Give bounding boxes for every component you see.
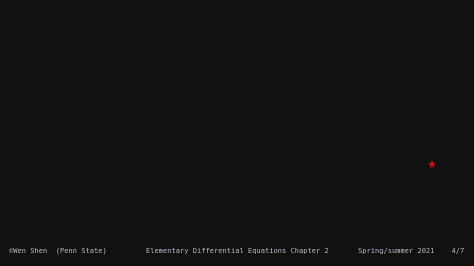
Text: $\dfrac{dQ}{dt} = rQ(t) - 800 * 12$: $\dfrac{dQ}{dt} = rQ(t) - 800 * 12$ [188,85,288,107]
Text: Interest rate is $r$ annually, (but compounded continuously), mortgage term: Interest rate is $r$ annually, (but comp… [23,23,381,36]
Text: after $t$ years: after $t$ years [23,69,83,82]
Text: By terminal condition: By terminal condition [23,168,125,176]
Text: $\bigstar$: $\bigstar$ [426,159,438,170]
Text: Spring/summer 2021    4/7: Spring/summer 2021 4/7 [358,248,465,254]
Text: $Q' - rQ = -9600, \qquad \mu = e^{-rt}$: $Q' - rQ = -9600, \qquad \mu = e^{-rt}$ [168,128,309,143]
Text: $\mathbf{Answer.}$  Set up the model:  Let $Q(t)$ be the amount borrowed (princi: $\mathbf{Answer.}$ Set up the model: Let… [23,59,376,72]
Text: ©Wen Shen  (Penn State): ©Wen Shen (Penn State) [9,247,107,254]
Text: The terminal condition is given $Q(20) = 0$.  We must find $Q(0)$.: The terminal condition is given $Q(20) =… [23,103,319,116]
Text: Calculate this amount for $r = 5\%$ and $r = 9\%$ and observe the difference.: Calculate this amount for $r = 5\%$ and … [23,45,367,56]
Text: is 20 years.  Determine maximum amount this buyer can afford to borrow.: is 20 years. Determine maximum amount th… [23,34,378,43]
Text: $Q(t) = e^{rt}\!\int\!(-9600)e^{-rt}\,dt = e^{rt}\!\left[-9600\dfrac{e^{-rt}}{-r: $Q(t) = e^{rt}\!\int\!(-9600)e^{-rt}\,dt… [98,148,378,171]
Text: $\mathbf{Example\ 4}$:  A home-buyer can pay \$800 per month on mortgage payment: $\mathbf{Example\ 4}$: A home-buyer can … [23,13,389,26]
Text: Elementary Differential Equations Chapter 2: Elementary Differential Equations Chapte… [146,248,328,254]
Text: Solve the differential equation:: Solve the differential equation: [23,115,171,124]
Text: $Q(20) = \dfrac{9600}{r} + ce^{20r} = 0, \qquad c = -\dfrac{9600}{r \cdot e^{20r: $Q(20) = \dfrac{9600}{r} + ce^{20r} = 0,… [139,190,337,212]
